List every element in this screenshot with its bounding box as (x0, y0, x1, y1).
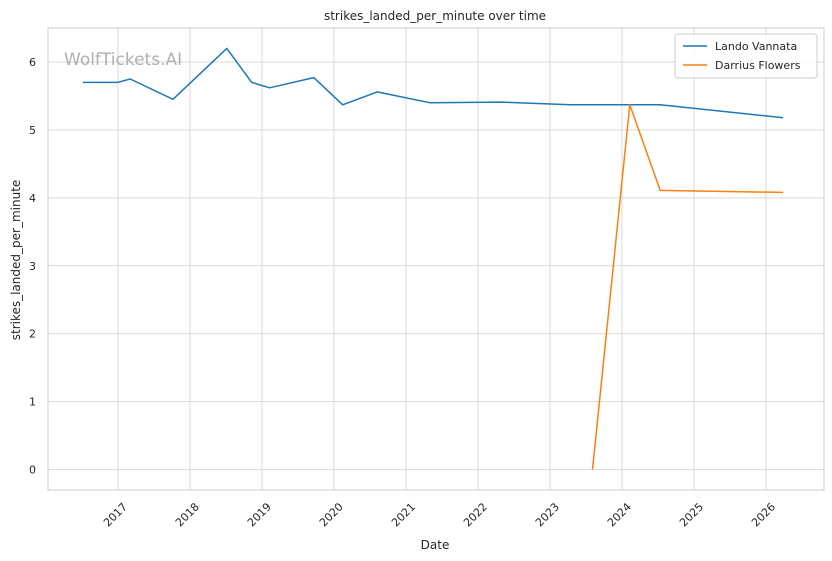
series-line-darrius-flowers (591, 104, 784, 470)
legend: Lando Vannata Darrius Flowers (674, 33, 818, 79)
plot-frame (47, 27, 825, 491)
y-axis-label: strikes_landed_per_minute (9, 180, 23, 341)
y-tick-label: 5 (29, 124, 36, 137)
y-tick-label: 3 (29, 260, 36, 273)
watermark: WolfTickets.AI (64, 50, 182, 70)
series-lines (82, 47, 784, 470)
legend-entry: Lando Vannata (715, 40, 797, 53)
y-tick-label: 6 (29, 56, 36, 69)
grid (48, 28, 824, 490)
x-axis-label: Date (421, 538, 450, 552)
y-tick-label: 2 (29, 328, 36, 341)
y-tick-label: 4 (29, 192, 36, 205)
y-tick-label: 0 (29, 464, 36, 477)
chart-title: strikes_landed_per_minute over time (324, 9, 546, 23)
series-line-lando-vannata (82, 47, 784, 119)
legend-entry: Darrius Flowers (715, 59, 801, 72)
y-tick-labels: 0 1 2 3 4 5 6 (29, 56, 36, 477)
y-tick-label: 1 (29, 396, 36, 409)
legend-box (674, 33, 818, 79)
